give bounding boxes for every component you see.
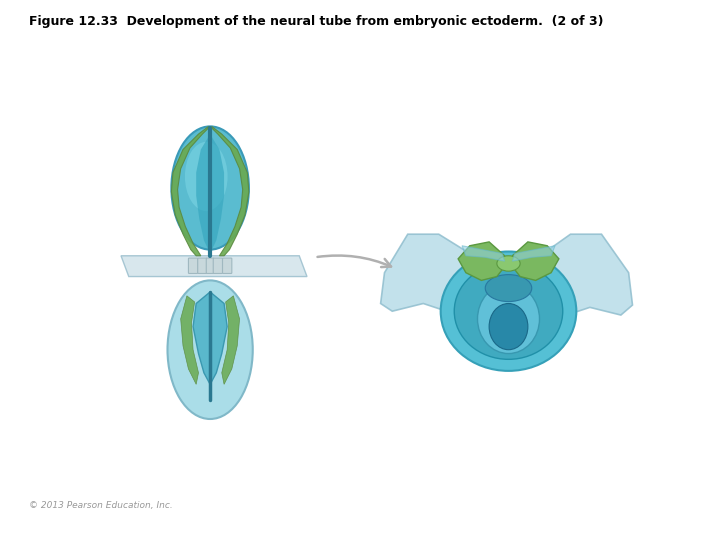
Polygon shape: [181, 296, 199, 384]
Polygon shape: [121, 256, 307, 276]
Polygon shape: [520, 234, 632, 323]
Ellipse shape: [477, 284, 539, 354]
FancyBboxPatch shape: [213, 258, 222, 273]
Ellipse shape: [489, 303, 528, 350]
Polygon shape: [513, 242, 559, 280]
Polygon shape: [212, 126, 249, 256]
Polygon shape: [381, 234, 493, 319]
FancyBboxPatch shape: [222, 258, 232, 273]
Ellipse shape: [454, 263, 563, 359]
Polygon shape: [222, 296, 240, 384]
Ellipse shape: [441, 252, 576, 371]
Polygon shape: [196, 134, 224, 253]
Ellipse shape: [485, 275, 532, 301]
FancyBboxPatch shape: [206, 258, 214, 273]
Ellipse shape: [168, 280, 253, 419]
Ellipse shape: [185, 142, 228, 211]
Polygon shape: [458, 242, 505, 280]
Polygon shape: [462, 246, 505, 261]
FancyBboxPatch shape: [189, 258, 198, 273]
Text: Figure 12.33  Development of the neural tube from embryonic ectoderm.  (2 of 3): Figure 12.33 Development of the neural t…: [29, 15, 603, 28]
FancyBboxPatch shape: [198, 258, 207, 273]
Polygon shape: [193, 292, 228, 384]
Text: © 2013 Pearson Education, Inc.: © 2013 Pearson Education, Inc.: [29, 501, 173, 510]
Polygon shape: [513, 246, 555, 261]
Polygon shape: [171, 126, 209, 256]
Ellipse shape: [497, 256, 520, 271]
Ellipse shape: [171, 126, 249, 249]
